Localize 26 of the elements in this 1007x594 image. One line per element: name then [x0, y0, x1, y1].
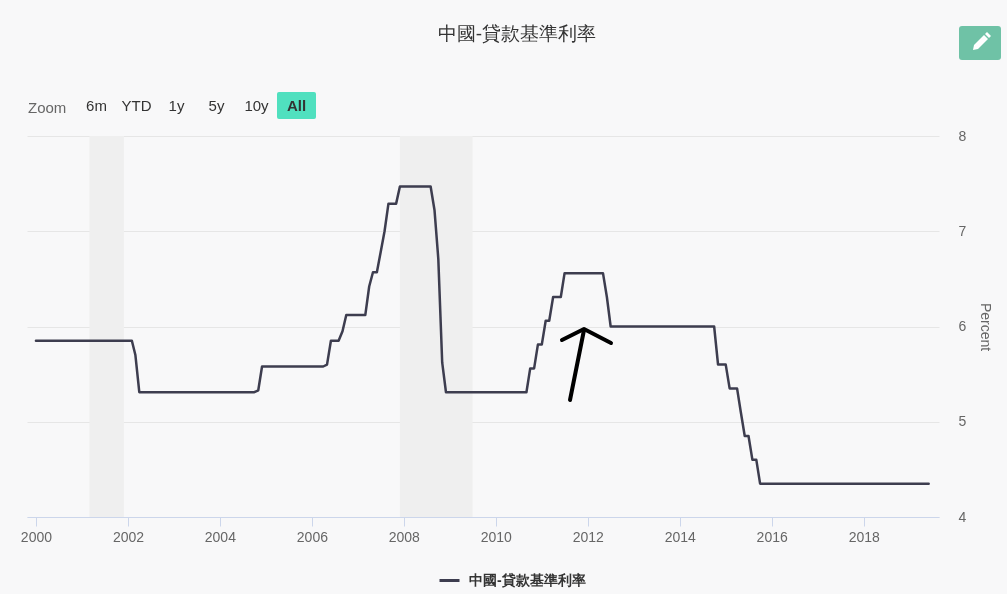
- line-series: [34, 185, 930, 485]
- text: 1y: [167, 96, 186, 116]
- text: Zoom: [28, 99, 68, 116]
- x-tick-label: 2006: [296, 528, 329, 545]
- text: 10y: [243, 96, 270, 116]
- x-tick-label: 2018: [848, 528, 880, 545]
- x-tick-label: 2004: [204, 528, 237, 545]
- x-tick-label: 2002: [112, 528, 145, 545]
- y-tick-label: 4: [958, 508, 967, 525]
- text: 6m: [85, 96, 108, 116]
- y-tick-label: 6: [958, 318, 967, 334]
- legend-label: 中國-貸款基準利率: [469, 571, 586, 588]
- y-tick-label: 5: [958, 413, 967, 430]
- x-tick-label: 2014: [664, 528, 697, 545]
- chart-title: 中國-貸款基準利率: [436, 22, 598, 46]
- y-axis-title: Percent: [978, 302, 995, 352]
- selected-button: All: [277, 92, 316, 119]
- x-tick-label: 2016: [756, 528, 788, 545]
- x-tick-label: 2010: [480, 528, 513, 545]
- x-tick-label: 2000: [20, 528, 53, 545]
- x-tick-label: 2008: [388, 528, 421, 545]
- y-tick-label: 8: [958, 127, 967, 144]
- x-tick-label: 2012: [572, 528, 605, 545]
- text: YTD: [120, 96, 153, 116]
- y-tick-label: 7: [958, 222, 967, 239]
- text: 5y: [207, 96, 226, 116]
